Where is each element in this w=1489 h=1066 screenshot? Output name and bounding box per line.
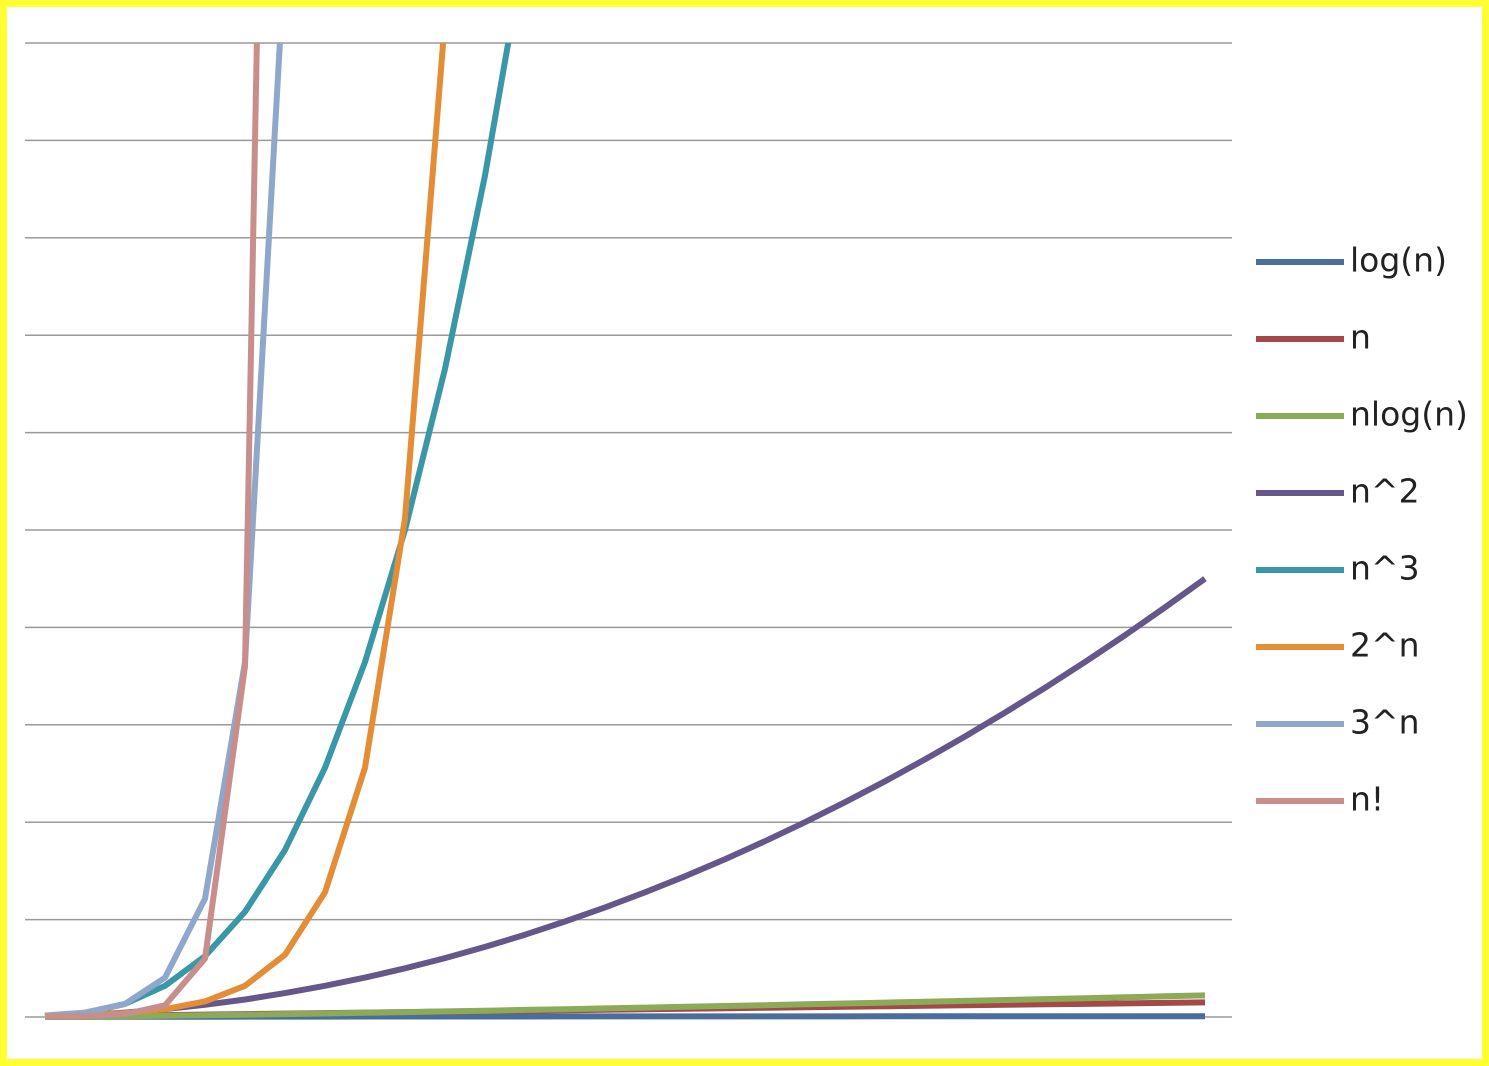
legend-label: 3^n xyxy=(1350,703,1420,742)
legend-label: n^2 xyxy=(1350,472,1420,511)
legend-label: 2^n xyxy=(1350,626,1420,665)
legend-label: n! xyxy=(1350,780,1384,819)
plot-area xyxy=(44,43,1207,1020)
series-line xyxy=(44,576,1207,1020)
legend-label: n xyxy=(1350,318,1371,357)
legend-label: log(n) xyxy=(1350,241,1447,280)
series-line xyxy=(44,992,1206,1020)
chart-background xyxy=(7,7,1482,1059)
series-line xyxy=(44,43,260,1020)
legend: log(n) n nlog(n) n^2 n^3 2^n 3^n n! xyxy=(1256,241,1468,819)
legend-label: nlog(n) xyxy=(1350,395,1468,434)
legend-label: n^3 xyxy=(1350,549,1420,588)
